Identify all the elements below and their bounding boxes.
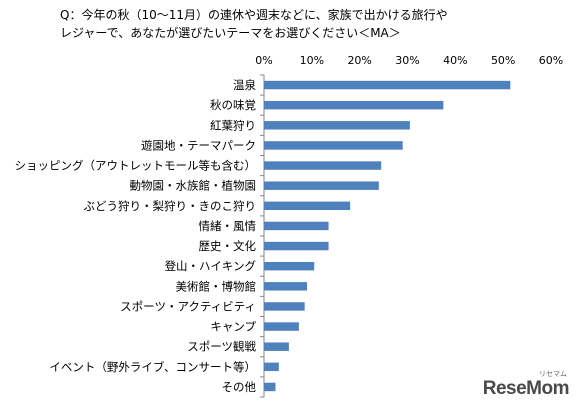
category-label: 歴史・文化 <box>199 239 257 253</box>
x-tick-label: 0% <box>255 54 272 67</box>
category-label: 温泉 <box>233 78 256 92</box>
category-label: 秋の味覚 <box>210 98 256 112</box>
bar-series <box>264 80 511 392</box>
x-tick-label: 10% <box>300 54 324 67</box>
bar <box>264 221 329 231</box>
bar <box>264 181 379 190</box>
bar <box>264 342 289 351</box>
bar <box>264 382 276 392</box>
bar <box>264 121 410 130</box>
x-tick-label: 20% <box>347 54 371 67</box>
bar <box>264 362 279 372</box>
bar <box>264 261 315 271</box>
chart-title-line-1: Q：今年の秋（10～11月）の連休や週末などに、家族で出かける旅行や <box>60 8 448 22</box>
bar <box>264 141 403 150</box>
x-axis-ticks: 0% 10% 20% 30% 40% 50% 60% <box>255 54 563 67</box>
logo-kana-text: リセマム <box>539 370 567 378</box>
x-tick-label: 30% <box>395 54 419 67</box>
category-label: ショッピング（アウトレットモール等も含む） <box>15 159 257 173</box>
category-label: 遊園地・テーマパーク <box>141 138 256 152</box>
bar <box>264 100 444 110</box>
x-tick-label: 40% <box>443 54 467 67</box>
chart-title-line-2: レジャーで、あなたが選びたいテーマをお選びください＜MA＞ <box>60 26 401 40</box>
category-label: その他 <box>222 380 257 394</box>
bar <box>264 302 305 311</box>
bar <box>264 241 329 251</box>
bar <box>264 201 351 211</box>
category-label: キャンプ <box>210 320 256 334</box>
category-label: 情緒・風情 <box>199 219 257 233</box>
category-label: スポーツ観戦 <box>187 340 256 354</box>
category-label: 美術館・博物館 <box>176 279 257 293</box>
y-axis <box>260 74 265 398</box>
category-labels: 温泉秋の味覚紅葉狩り遊園地・テーマパークショッピング（アウトレットモール等も含む… <box>15 78 257 394</box>
resemom-logo: ReseMom リセマム <box>482 370 570 400</box>
bar <box>264 322 299 331</box>
bar <box>264 80 511 90</box>
bar <box>264 161 382 170</box>
category-label: 紅葉狩り <box>210 118 256 132</box>
category-label: 動物園・水族館・植物園 <box>130 179 257 193</box>
category-label: スポーツ・アクティビティ <box>120 299 256 313</box>
category-label: 登山・ハイキング <box>165 259 257 273</box>
category-label: ぶどう狩り・梨狩り・きのこ狩り <box>84 199 257 213</box>
logo-brand-text: ReseMom <box>482 378 570 399</box>
bar <box>264 282 308 291</box>
x-tick-label: 50% <box>491 54 515 67</box>
chart-title: Q：今年の秋（10～11月）の連休や週末などに、家族で出かける旅行や レジャーで… <box>60 6 448 42</box>
x-tick-label: 60% <box>539 54 563 67</box>
category-label: イベント（野外ライブ、コンサート等） <box>49 360 256 374</box>
